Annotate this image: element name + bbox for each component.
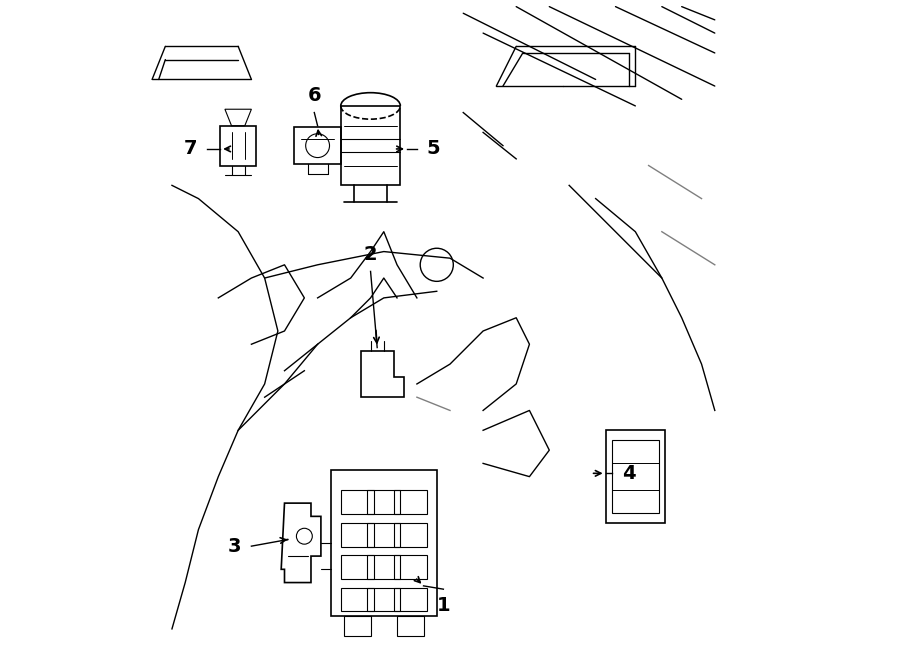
Text: 5: 5 [427,140,440,158]
Text: 3: 3 [228,537,241,555]
Text: 6: 6 [308,87,321,105]
Text: 4: 4 [622,464,635,483]
Text: 1: 1 [436,596,450,615]
Text: 7: 7 [184,140,197,158]
Text: 2: 2 [364,246,377,264]
